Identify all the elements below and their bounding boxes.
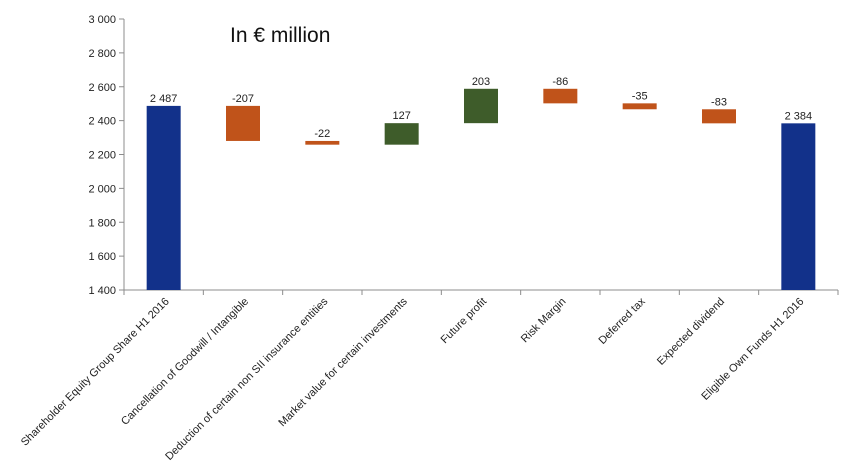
data-label: -22 <box>314 128 330 140</box>
bar-decrease <box>622 103 657 110</box>
data-label: -207 <box>232 93 254 105</box>
data-label: 127 <box>392 110 410 122</box>
x-category-label: Expected dividend <box>655 296 727 368</box>
y-tick-label: 3 000 <box>88 14 116 26</box>
bar-increase <box>464 88 498 124</box>
y-tick-label: 2 200 <box>88 150 116 162</box>
data-label: 2 487 <box>150 93 178 105</box>
bar-decrease <box>226 105 260 141</box>
x-category-label: Shareholder Equity Group Share H1 2016 <box>19 296 172 449</box>
x-category-label: Market value for certain investments <box>276 295 410 429</box>
data-label: 2 384 <box>785 110 813 122</box>
y-tick-label: 1 600 <box>88 251 116 263</box>
data-label: 203 <box>472 76 490 88</box>
x-category-label: Future profit <box>439 296 489 346</box>
x-category-label: Deferred tax <box>597 295 649 347</box>
x-axis <box>123 289 839 295</box>
data-label: -35 <box>632 90 648 102</box>
bar-total <box>781 123 816 291</box>
y-tick-label: 1 800 <box>88 217 116 229</box>
y-tick-label: 1 400 <box>88 285 116 297</box>
category-labels: Shareholder Equity Group Share H1 2016Ca… <box>19 295 807 463</box>
y-tick-label: 2 400 <box>88 116 116 128</box>
x-category-label: Deduction of certain non SII insurance e… <box>163 295 331 463</box>
bar-decrease <box>543 88 578 104</box>
x-category-label: Risk Margin <box>519 296 569 346</box>
y-tick-label: 2 000 <box>88 183 116 195</box>
y-tick-label: 2 800 <box>88 48 116 60</box>
data-labels: 2 487 -207 -22 127 203 -86 -35 -83 2 384 <box>150 76 812 140</box>
x-category-label: Cancellation of Goodwill / Intangible <box>119 296 251 428</box>
bar-increase <box>384 123 419 145</box>
bar-decrease <box>702 109 736 124</box>
chart-title: In € million <box>230 24 330 47</box>
bar-decrease <box>305 140 340 145</box>
data-label: -83 <box>711 96 727 108</box>
bar-total <box>146 105 181 290</box>
bars <box>146 88 816 291</box>
y-tick-label: 2 600 <box>88 82 116 94</box>
y-axis: 1 400 1 600 1 800 2 000 2 200 2 400 2 600 2 800… <box>88 14 125 297</box>
data-label: -86 <box>552 76 568 88</box>
